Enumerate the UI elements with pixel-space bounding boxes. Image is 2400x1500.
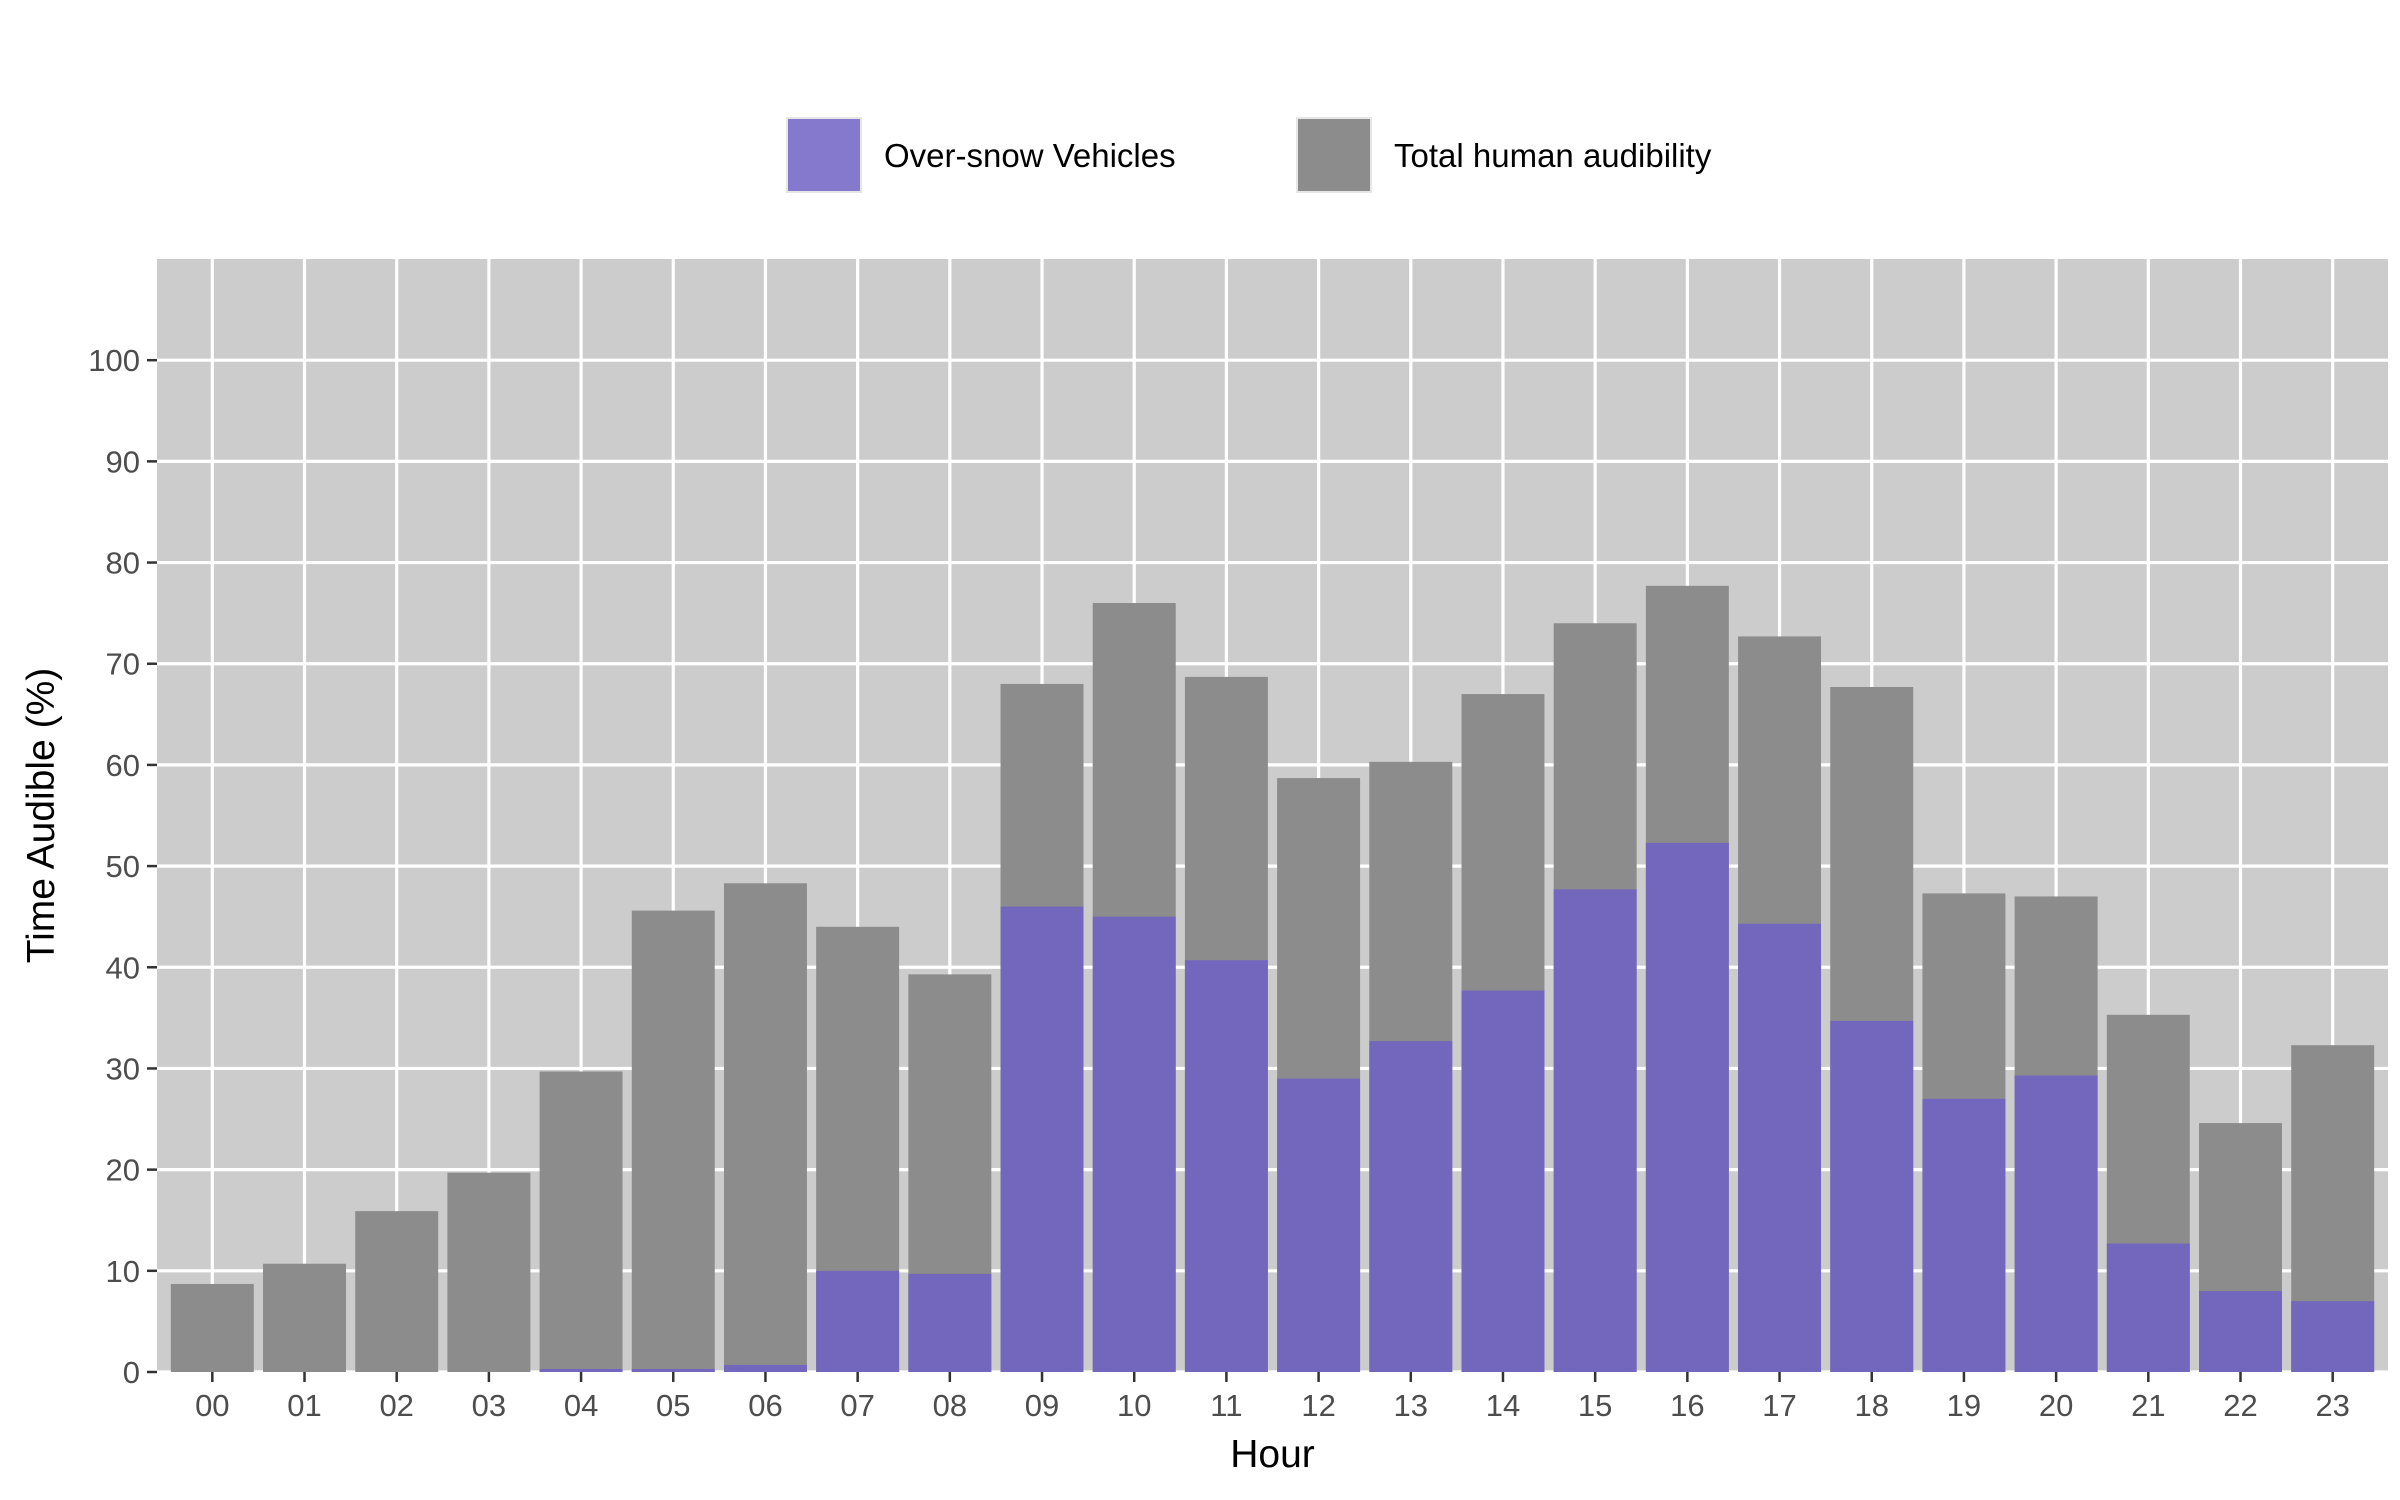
bar: [1830, 1020, 1914, 1372]
x-tick-label: 13: [1394, 1388, 1428, 1423]
x-tick-label: 19: [1947, 1388, 1981, 1423]
x-tick-label: 12: [1301, 1388, 1335, 1423]
x-tick-label: 22: [2223, 1388, 2257, 1423]
bar: [1645, 842, 1729, 1372]
series-over-snow-vehicles: [539, 842, 2375, 1372]
chart-legend: Over-snow Vehicles Total human audibility: [786, 117, 1712, 193]
x-tick-label: 01: [287, 1388, 321, 1423]
bar: [263, 1263, 346, 1372]
bar: [1184, 960, 1268, 1372]
y-tick-label: 70: [106, 647, 140, 682]
bar: [631, 910, 715, 1372]
x-tick-label: 08: [933, 1388, 967, 1423]
x-tick-label: 20: [2039, 1388, 2073, 1423]
x-tick-label: 09: [1025, 1388, 1059, 1423]
bar: [447, 1172, 531, 1372]
y-tick-label: 40: [106, 950, 140, 985]
x-tick-label: 18: [1854, 1388, 1888, 1423]
x-axis-title: Hour: [1230, 1433, 1315, 1476]
legend-swatch: [786, 117, 862, 193]
y-tick-label: 10: [106, 1254, 140, 1289]
bar: [816, 1270, 900, 1372]
x-tick-label: 14: [1486, 1388, 1520, 1423]
x-tick-label: 11: [1210, 1388, 1242, 1423]
y-tick-label: 20: [106, 1153, 140, 1188]
y-tick-label: 100: [88, 343, 140, 378]
x-tick-label: 16: [1670, 1388, 1704, 1423]
bar: [1738, 923, 1822, 1372]
y-axis-title: Time Audible (%): [20, 668, 63, 964]
bar: [2014, 1075, 2098, 1372]
legend-item: Total human audibility: [1296, 117, 1712, 193]
bar-series: [170, 585, 2375, 1372]
x-tick-label: 02: [379, 1388, 413, 1423]
bar: [1277, 1078, 1361, 1372]
legend-label: Over-snow Vehicles: [884, 137, 1176, 174]
bar: [355, 1211, 439, 1372]
y-tick-label: 30: [106, 1051, 140, 1086]
x-tick-label: 03: [472, 1388, 506, 1423]
y-tick-label: 90: [106, 444, 140, 479]
x-tick-label: 15: [1578, 1388, 1612, 1423]
x-tick-label: 05: [656, 1388, 690, 1423]
bar: [1369, 1041, 1453, 1372]
bar: [170, 1283, 254, 1372]
x-tick-label: 04: [564, 1388, 598, 1423]
bar: [1000, 906, 1084, 1372]
bar: [2291, 1301, 2375, 1372]
y-tick-label: 80: [106, 546, 140, 581]
bar: [631, 1368, 715, 1372]
x-tick-label: 23: [2315, 1388, 2349, 1423]
legend-swatch: [1296, 117, 1372, 193]
bar: [2199, 1291, 2282, 1372]
legend-label: Total human audibility: [1394, 137, 1712, 174]
x-tick-label: 10: [1117, 1388, 1151, 1423]
y-tick-label: 60: [106, 748, 140, 783]
bar: [1922, 1098, 2006, 1372]
bar: [723, 883, 807, 1372]
bar: [2106, 1243, 2190, 1372]
x-axis: 00 01 02 03 04 05 06 07 08 09 10 11 12 13 14 15 16 17 18 19…: [195, 1372, 2350, 1423]
bar: [1553, 889, 1637, 1372]
x-tick-label: 06: [748, 1388, 782, 1423]
x-tick-label: 00: [195, 1388, 229, 1423]
legend-item: Over-snow Vehicles: [786, 117, 1176, 193]
x-tick-label: 07: [840, 1388, 874, 1423]
bar: [1092, 916, 1176, 1372]
x-tick-label: 17: [1762, 1388, 1796, 1423]
x-tick-label: 21: [2131, 1388, 2165, 1423]
y-tick-label: 0: [123, 1355, 140, 1390]
y-axis: 0 10 20 30 40 50 60 70 80 90 100: [88, 343, 157, 1390]
bar: [539, 1368, 623, 1372]
bar: [908, 1273, 992, 1372]
bar: [1461, 990, 1545, 1372]
bar: [539, 1071, 623, 1372]
y-tick-label: 50: [106, 849, 140, 884]
bar: [723, 1364, 807, 1372]
